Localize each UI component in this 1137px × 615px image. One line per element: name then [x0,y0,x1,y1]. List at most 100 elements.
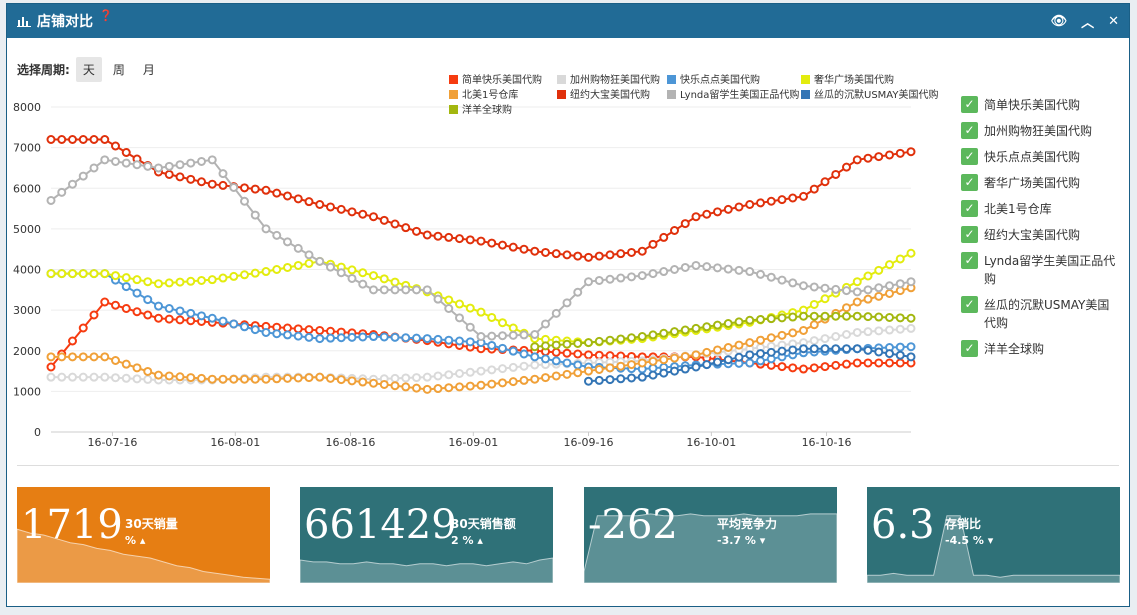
data-point[interactable] [777,346,787,356]
data-point[interactable] [573,251,583,261]
period-month-button[interactable]: 月 [142,63,155,77]
data-point[interactable] [906,277,916,287]
data-point[interactable] [68,372,77,382]
data-point[interactable] [465,303,475,313]
data-point[interactable] [347,273,357,283]
data-point[interactable] [465,235,475,245]
period-week-button[interactable]: 周 [112,63,125,77]
data-point[interactable] [379,332,389,342]
data-point[interactable] [229,182,239,192]
data-point[interactable] [745,358,755,368]
data-point[interactable] [293,260,303,270]
data-point[interactable] [777,362,787,372]
data-point[interactable] [616,334,626,344]
data-point[interactable] [100,155,110,165]
data-point[interactable] [713,345,722,355]
data-point[interactable] [358,279,368,289]
data-point[interactable] [777,195,787,205]
data-point[interactable] [637,372,647,382]
data-point[interactable] [530,360,540,370]
data-point[interactable] [304,325,314,335]
data-point[interactable] [508,330,518,340]
data-point[interactable] [541,319,550,329]
data-point[interactable] [852,311,862,321]
data-point[interactable] [605,375,615,385]
data-point[interactable] [562,298,572,308]
data-point[interactable] [766,272,776,282]
data-point[interactable] [702,360,712,370]
data-point[interactable] [670,353,679,363]
data-point[interactable] [809,320,819,330]
data-point[interactable] [498,343,507,353]
data-point[interactable] [46,362,56,372]
data-point[interactable] [863,294,873,304]
data-point[interactable] [863,285,873,295]
data-point[interactable] [401,382,411,392]
data-point[interactable] [745,267,755,277]
data-point[interactable] [702,262,712,272]
series-toggle-item[interactable]: ✓ 快乐点点美国代购 [961,148,1121,166]
data-point[interactable] [78,352,88,362]
data-point[interactable] [89,310,99,320]
data-point[interactable] [121,148,131,157]
data-point[interactable] [616,273,626,283]
data-point[interactable] [809,344,819,354]
data-point[interactable] [852,327,862,337]
data-point[interactable] [164,161,174,171]
series-toggle-item[interactable]: ✓ 简单快乐美国代购 [961,96,1121,114]
data-point[interactable] [422,384,432,394]
data-point[interactable] [186,158,196,168]
data-point[interactable] [272,265,282,274]
data-point[interactable] [143,277,153,287]
legend-item[interactable]: 纽约大宝美国代购 [557,88,650,101]
data-point[interactable] [519,349,529,359]
data-point[interactable] [713,207,722,217]
data-point[interactable] [261,267,271,277]
data-point[interactable] [874,152,884,162]
data-point[interactable] [390,277,400,287]
data-point[interactable] [358,332,368,342]
data-point[interactable] [809,184,819,194]
data-point[interactable] [121,359,131,369]
data-point[interactable] [487,365,497,375]
data-point[interactable] [455,313,464,323]
data-point[interactable] [100,352,110,362]
data-point[interactable] [487,340,497,350]
data-point[interactable] [111,300,120,310]
data-point[interactable] [541,341,550,351]
data-point[interactable] [648,330,658,340]
data-point[interactable] [46,372,56,382]
data-point[interactable] [455,234,464,244]
data-point[interactable] [820,311,830,321]
data-point[interactable] [842,330,851,339]
checkbox-icon[interactable]: ✓ [961,122,978,139]
data-point[interactable] [648,356,658,366]
data-point[interactable] [713,320,722,330]
data-point[interactable] [885,312,894,322]
data-point[interactable] [831,284,841,294]
data-point[interactable] [820,294,830,304]
data-point[interactable] [734,265,744,275]
data-point[interactable] [584,252,593,262]
data-point[interactable] [240,322,249,332]
data-point[interactable] [175,315,185,325]
data-point[interactable] [68,352,77,362]
data-point[interactable] [820,177,830,187]
data-point[interactable] [164,169,174,179]
data-point[interactable] [186,373,196,383]
legend-item[interactable]: 快乐点点美国代购 [667,73,760,86]
data-point[interactable] [229,271,239,281]
eye-icon[interactable]: 👁 [1050,13,1068,29]
data-point[interactable] [218,169,228,179]
kpi-card[interactable]: 661429 30天销售额 2 % ▴ [300,487,553,583]
data-point[interactable] [487,238,497,248]
data-point[interactable] [584,376,593,386]
data-point[interactable] [272,230,282,240]
data-point[interactable] [412,226,421,236]
data-point[interactable] [358,377,368,387]
data-point[interactable] [627,333,636,343]
data-point[interactable] [508,377,518,387]
data-point[interactable] [562,348,572,358]
data-point[interactable] [315,200,325,209]
data-point[interactable] [659,368,669,378]
